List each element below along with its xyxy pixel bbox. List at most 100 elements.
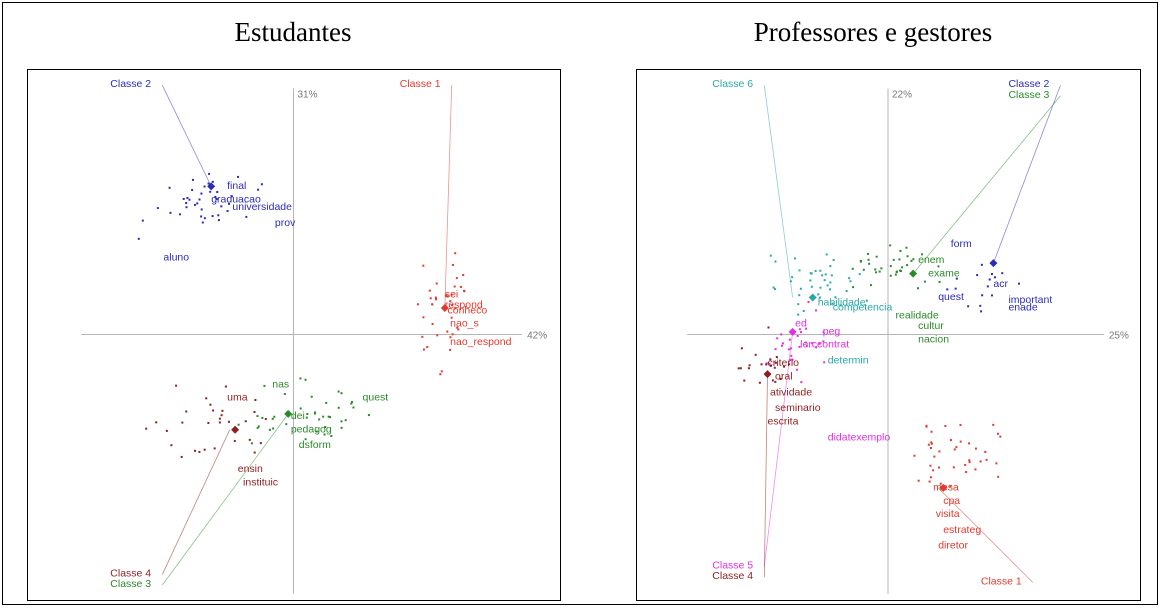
word-label-diretor: diretor	[938, 540, 968, 552]
leader-line-classe-2	[993, 85, 1061, 264]
scatter-point	[867, 258, 870, 261]
scatter-point	[451, 304, 454, 307]
scatter-point	[233, 439, 236, 442]
scatter-point	[930, 442, 933, 445]
word-label-important: important	[1008, 294, 1052, 306]
scatter-point	[220, 414, 223, 417]
scatter-point	[209, 190, 212, 193]
centroid-classe-1	[440, 304, 449, 313]
scatter-point	[968, 459, 971, 462]
scatter-point	[254, 398, 257, 401]
scatter-point	[263, 384, 266, 387]
scatter-point	[446, 295, 449, 298]
scatter-point	[780, 344, 783, 347]
scatter-point	[457, 328, 460, 331]
scatter-point	[815, 346, 818, 349]
scatter-point	[798, 294, 801, 297]
scatter-point	[428, 289, 431, 292]
scatter-point	[788, 338, 791, 341]
scatter-point	[315, 430, 318, 433]
word-label-pedagog: pedagog	[291, 423, 332, 435]
scatter-point	[776, 337, 779, 340]
scatter-point	[865, 299, 868, 302]
word-label-competencia: competencia	[833, 302, 893, 314]
leader-line-classe-3	[161, 413, 289, 586]
scatter-point	[245, 215, 248, 218]
centroid-classe-1	[939, 483, 948, 492]
scatter-point	[769, 358, 772, 361]
scatter-point	[217, 214, 220, 217]
scatter-point	[946, 288, 949, 291]
scatter-point	[779, 377, 782, 380]
scatter-point	[912, 258, 915, 261]
scatter-point	[964, 463, 967, 466]
word-label-quest: quest	[363, 392, 389, 404]
scatter-point	[829, 265, 832, 268]
scatter-point	[175, 384, 178, 387]
leader-line-classe-2	[161, 85, 212, 187]
scatter-point	[810, 272, 813, 275]
scatter-point	[180, 455, 183, 458]
scatter-point	[253, 410, 256, 413]
word-label-exame: exame	[928, 267, 960, 279]
scatter-point	[901, 266, 904, 269]
scatter-point	[168, 186, 171, 189]
scatter-point	[268, 428, 271, 431]
scatter-point	[905, 246, 908, 249]
word-label-instituic: instituic	[243, 476, 278, 488]
scatter-point	[968, 461, 971, 464]
scatter-point	[454, 252, 457, 255]
scatter-point	[283, 393, 286, 396]
scatter-point	[165, 429, 168, 432]
word-label-nao-respond: nao_respond	[450, 336, 511, 348]
scatter-point	[444, 294, 447, 297]
scatter-point	[929, 476, 932, 479]
scatter-point	[974, 447, 977, 450]
scatter-point	[156, 207, 159, 210]
scatter-point	[743, 379, 746, 382]
word-label-aluno: aluno	[163, 251, 189, 263]
scatter-point	[980, 310, 983, 313]
leader-line-classe-1	[444, 85, 453, 309]
scatter-point	[200, 215, 203, 218]
scatter-point	[774, 348, 777, 351]
scatter-point	[849, 280, 852, 283]
heading-estudantes: Estudantes	[234, 17, 352, 47]
scatter-point	[867, 252, 870, 255]
scatter-point	[818, 296, 821, 299]
scatter-point	[997, 432, 1000, 435]
scatter-point	[340, 420, 343, 423]
scatter-point	[264, 418, 267, 421]
scatter-point	[272, 427, 275, 430]
scatter-point	[203, 217, 206, 220]
centroid-classe-2	[989, 259, 998, 268]
word-label-quest: quest	[938, 291, 964, 303]
scatter-point	[1001, 272, 1004, 275]
scatter-point	[959, 423, 962, 426]
word-label-habilidade: habilidade	[818, 296, 866, 308]
scatter-point	[815, 309, 818, 312]
scatter-point	[775, 356, 778, 359]
scatter-point	[207, 421, 210, 424]
scatter-point	[804, 341, 807, 344]
scatter-point	[439, 373, 442, 376]
y-axis-percent-label: 22%	[892, 90, 912, 101]
scatter-point	[429, 297, 432, 300]
scatter-point	[455, 277, 458, 280]
scatter-point	[829, 288, 832, 291]
scatter-point	[917, 479, 920, 482]
scatter-point	[768, 363, 771, 366]
heading-professores-gestores: Professores e gestores	[753, 17, 993, 47]
scatter-point	[453, 307, 456, 310]
scatter-point	[449, 348, 452, 351]
scatter-point	[825, 253, 828, 256]
scatter-point	[352, 406, 355, 409]
scatter-point	[208, 172, 211, 175]
word-label-nacion: nacion	[918, 333, 949, 345]
scatter-point	[367, 414, 370, 417]
scatter-point	[273, 415, 276, 418]
word-label-peg: peg	[823, 326, 841, 338]
scatter-point	[340, 426, 343, 429]
